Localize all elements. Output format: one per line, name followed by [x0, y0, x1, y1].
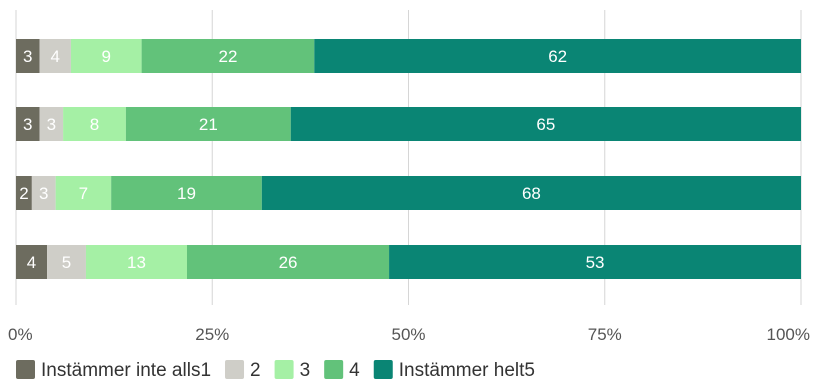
bar-segment	[47, 245, 86, 279]
bar-segment	[261, 176, 801, 210]
bar-segment	[31, 176, 56, 210]
x-tick-label: 100%	[767, 325, 810, 344]
data-label: 26	[279, 253, 298, 272]
bar-segment	[16, 107, 40, 141]
data-label: 7	[79, 184, 88, 203]
data-label: 3	[23, 115, 32, 134]
data-label: 3	[39, 184, 48, 203]
data-label: 19	[177, 184, 196, 203]
bar-segment	[39, 39, 71, 73]
legend-swatch	[16, 360, 35, 379]
data-label: 5	[62, 253, 71, 272]
bar-segment	[314, 39, 801, 73]
bar-segment	[63, 107, 126, 141]
data-label: 13	[127, 253, 146, 272]
bar-segment	[70, 39, 142, 73]
x-tick-label: 25%	[195, 325, 229, 344]
data-label: 4	[51, 47, 60, 66]
data-label: 68	[522, 184, 541, 203]
legend-label: 4	[349, 360, 360, 381]
data-label: 4	[27, 253, 36, 272]
legend-swatch	[225, 360, 245, 379]
bar-segment	[16, 245, 48, 279]
bar-segment	[85, 245, 187, 279]
data-label: 8	[90, 115, 99, 134]
data-label: 22	[218, 47, 237, 66]
bar-segment	[16, 176, 32, 210]
bar-segment	[141, 39, 315, 73]
legend-label: Instämmer inte alls1	[41, 360, 211, 381]
bar-segment	[125, 107, 291, 141]
bar-segment	[290, 107, 801, 141]
data-label: 9	[102, 47, 111, 66]
data-label: 21	[199, 115, 218, 134]
bar-segment	[55, 176, 112, 210]
data-label: 62	[548, 47, 567, 66]
bar-segment	[111, 176, 262, 210]
bar-segment	[186, 245, 390, 279]
data-label: 2	[19, 184, 28, 203]
legend-label: Instämmer helt5	[399, 360, 535, 381]
data-label: 65	[536, 115, 555, 134]
x-tick-label: 75%	[588, 325, 622, 344]
data-label: 3	[23, 47, 32, 66]
legend-label: 2	[250, 360, 261, 381]
data-label: 3	[47, 115, 56, 134]
bar-segment	[39, 107, 64, 141]
data-label: 53	[586, 253, 605, 272]
x-tick-label: 50%	[391, 325, 425, 344]
bar-segment	[16, 39, 40, 73]
legend-swatch	[373, 360, 393, 379]
legend-label: 3	[300, 360, 311, 381]
bar-segment	[389, 245, 801, 279]
legend-swatch	[324, 360, 344, 379]
legend-swatch	[274, 360, 294, 379]
x-tick-label: 0%	[8, 325, 33, 344]
